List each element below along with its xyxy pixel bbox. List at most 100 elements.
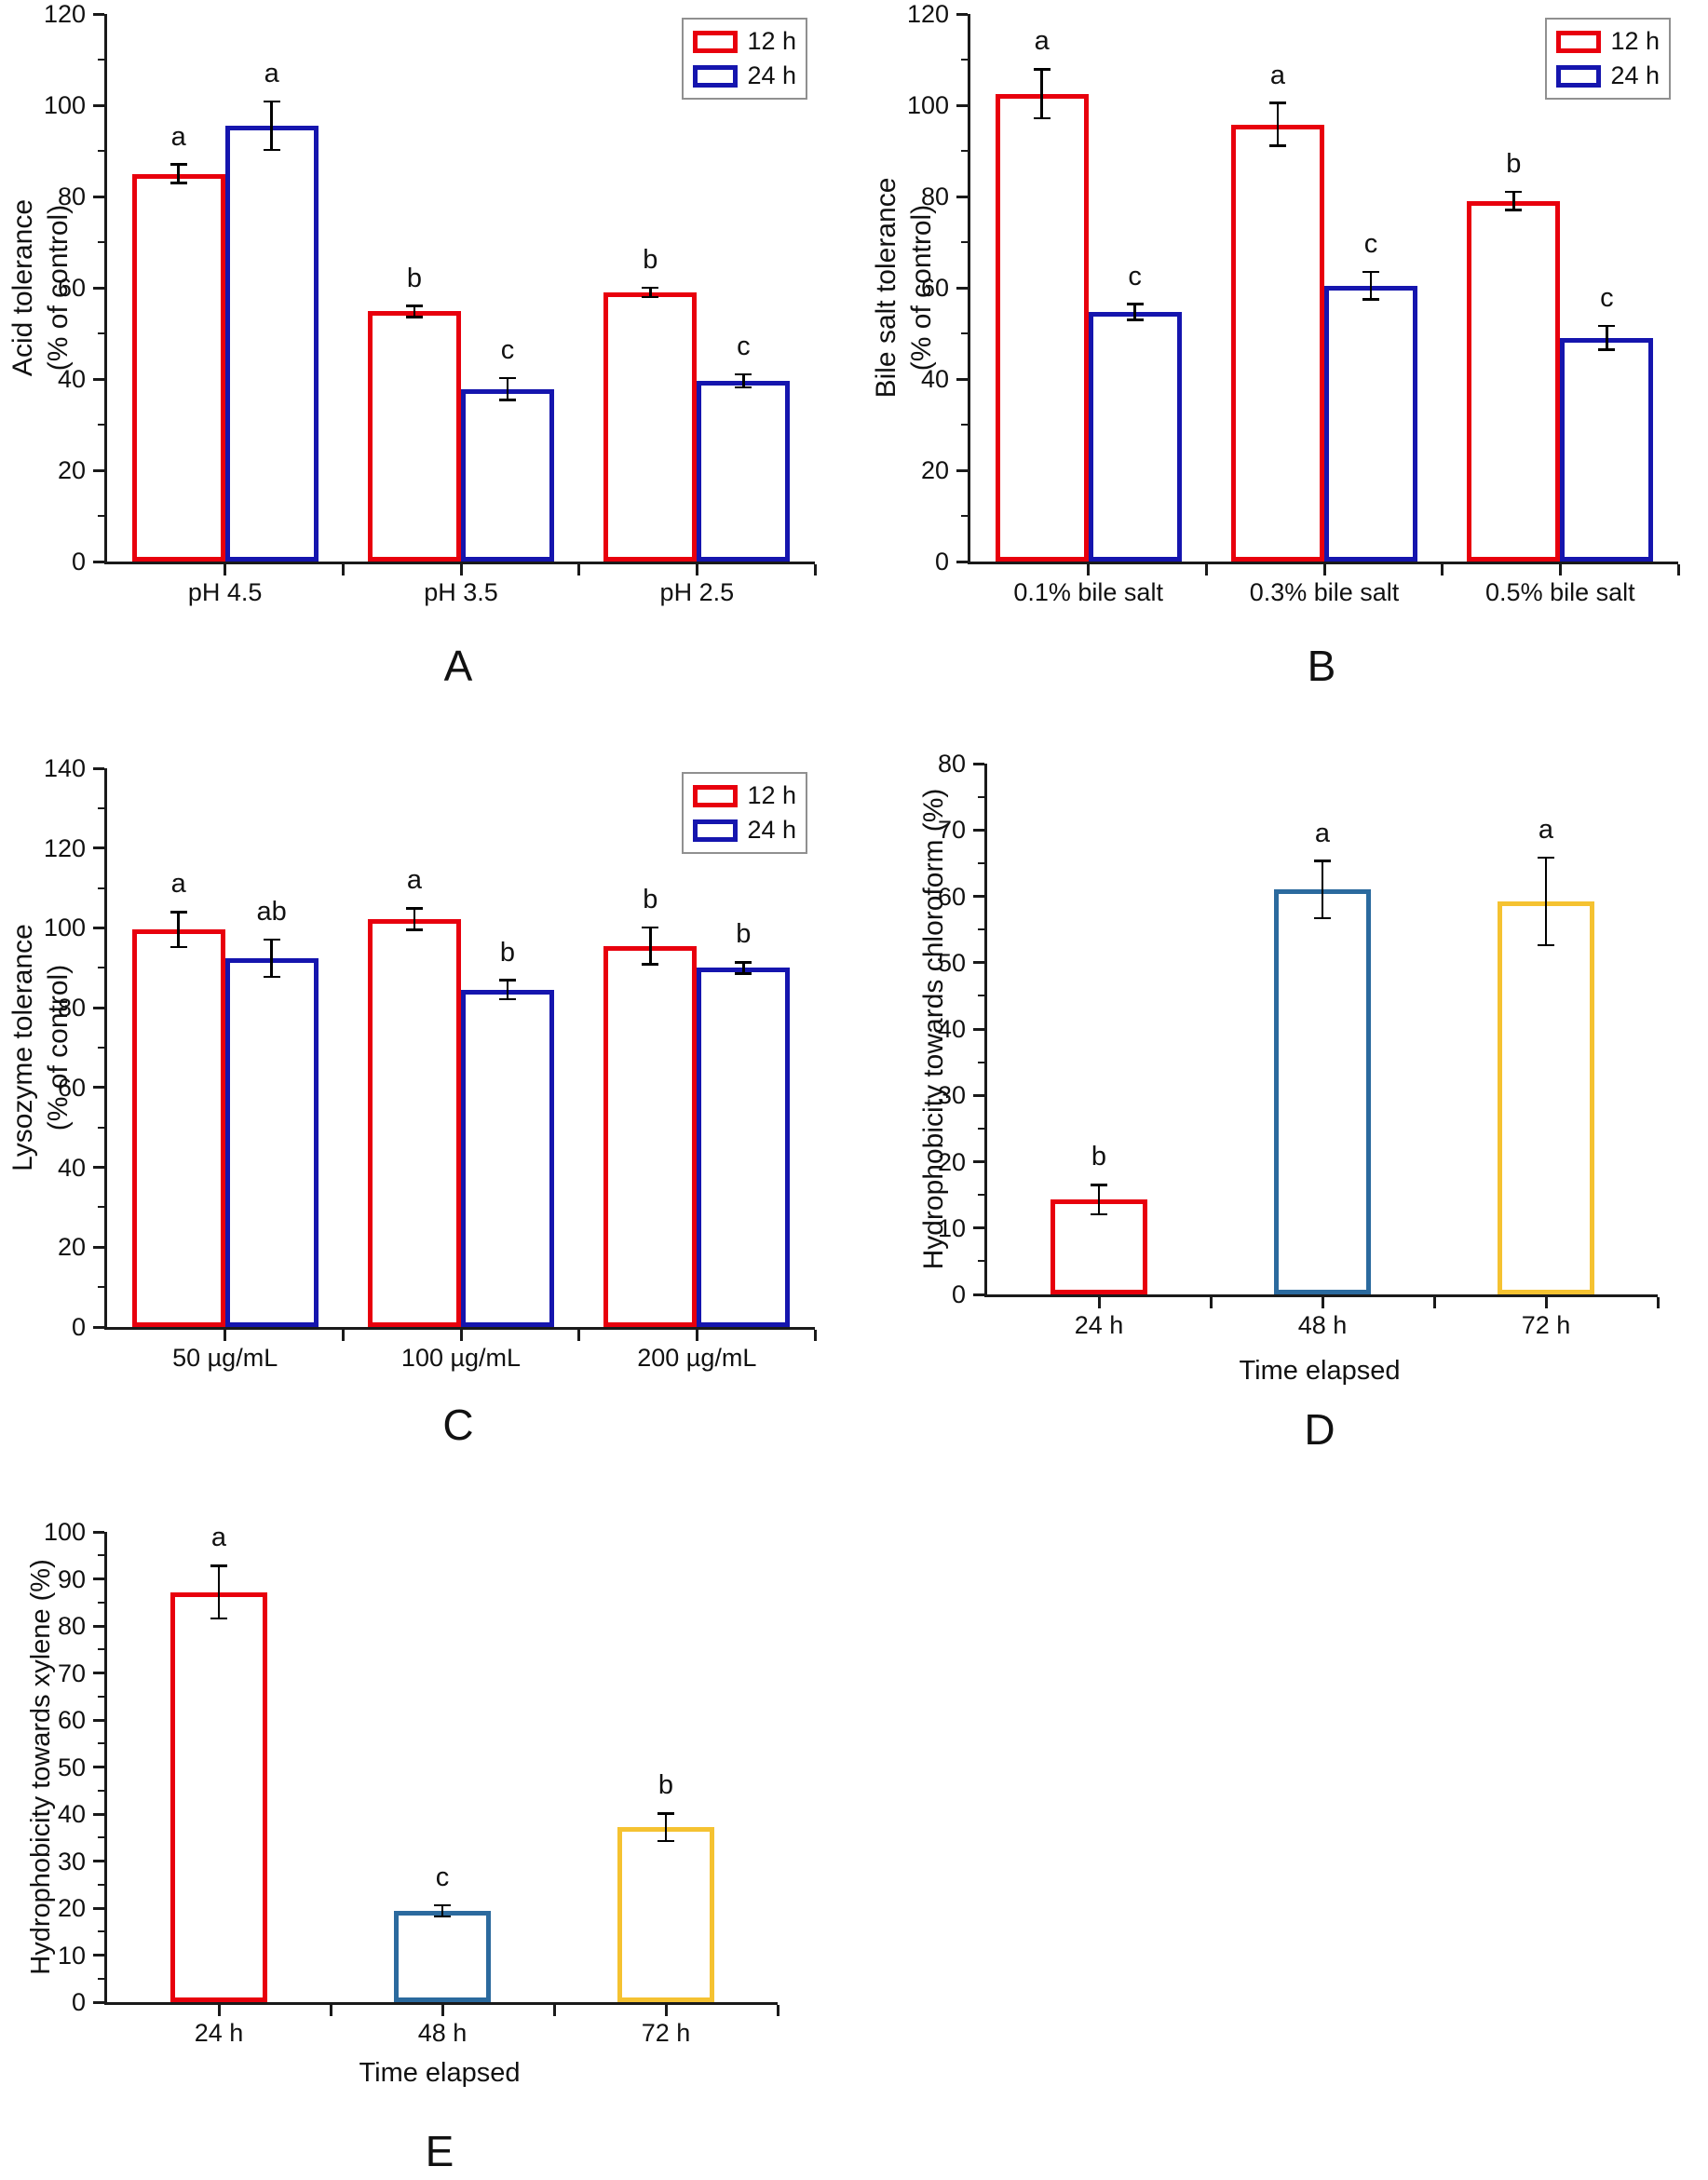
y-tick-label: 0	[951, 1280, 966, 1308]
error-bar-line	[1276, 102, 1280, 146]
sig-letter: a	[264, 59, 279, 89]
x-boundary-tick	[1676, 564, 1680, 575]
y-tick-label: 50	[937, 948, 966, 977]
plot-area-B: 0 20 40 60 80 100 120 0.1% bile salt 0.3% bile s…	[907, 0, 1680, 606]
error-bar-cap-bottom	[642, 963, 659, 966]
error-bar-cap-bottom	[1314, 916, 1331, 920]
error-bar-cap-top	[1091, 1184, 1107, 1186]
y-minor-tick	[98, 241, 104, 243]
panel-letter-A: A	[443, 642, 473, 690]
error-bar-cap-top	[1538, 856, 1554, 860]
y-tick-label: 0	[71, 548, 86, 575]
y-minor-tick	[978, 928, 984, 931]
y-minor-tick	[98, 1695, 104, 1698]
y-major-tick	[973, 828, 984, 832]
error-bar-cap-bottom	[169, 945, 187, 949]
y-major-tick	[93, 846, 104, 850]
sig-letter: c	[1600, 283, 1614, 314]
y-major-tick	[93, 1624, 104, 1628]
x-center-tick	[664, 2005, 668, 2016]
error-bar-cap-top	[499, 376, 516, 380]
error-bar-cap-top	[499, 979, 516, 982]
error-bar-line	[742, 962, 745, 974]
x-boundary-tick	[1209, 1297, 1213, 1308]
x-center-tick	[1544, 1297, 1548, 1308]
x-boundary-tick	[341, 564, 345, 575]
legend-swatch	[693, 784, 739, 807]
x-tick-label: 72 h	[1521, 1311, 1571, 1339]
y-tick-label: 80	[57, 183, 86, 210]
y-minor-tick	[98, 1554, 104, 1557]
legend-swatch	[693, 30, 739, 53]
y-minor-tick	[98, 806, 104, 809]
panel-letter-B: B	[1307, 642, 1336, 690]
x-center-tick	[1558, 564, 1562, 575]
y-major-tick	[93, 1718, 104, 1722]
x-tick-label: 0.3% bile salt	[1249, 578, 1400, 606]
sig-letter: a	[210, 1523, 227, 1553]
y-major-tick	[93, 468, 104, 472]
error-bar-line	[441, 1904, 444, 1917]
bar	[603, 945, 698, 1327]
error-bar-cap-top	[1269, 102, 1286, 104]
y-minor-tick	[978, 1061, 984, 1063]
x-tick-label: 200 µg/mL	[637, 1344, 757, 1372]
x-tick-label: 100 µg/mL	[400, 1344, 522, 1372]
error-bar-cap-top	[735, 372, 752, 376]
y-major-tick	[93, 1766, 104, 1768]
x-boundary-tick	[341, 1330, 345, 1341]
error-bar-line	[664, 1813, 668, 1841]
error-bar-line	[1097, 1185, 1101, 1214]
error-bar-cap-bottom	[1033, 116, 1051, 120]
plot-area-E: 0 10 20 30 40 50 60 70 80 90 100 24 h 48 h 72 h a c b	[44, 1518, 779, 2047]
y-tick-label: 20	[920, 456, 949, 484]
x-center-tick	[695, 564, 698, 575]
error-bar-line	[649, 288, 652, 297]
sig-letter: a	[1034, 26, 1050, 57]
y-major-tick	[93, 1006, 104, 1009]
error-bar-cap-bottom	[1505, 209, 1523, 211]
y-minor-tick	[98, 59, 104, 61]
bar	[697, 968, 791, 1327]
sig-letter: a	[170, 121, 186, 152]
legend-item: 24 h	[1556, 61, 1660, 90]
error-bar-line	[1040, 69, 1043, 119]
error-bar-cap-top	[657, 1812, 674, 1815]
panel-letter-E: E	[425, 2127, 454, 2175]
y-minor-tick	[978, 795, 984, 798]
x-tick-label: pH 2.5	[659, 578, 735, 606]
y-major-tick	[93, 1325, 104, 1329]
sig-letter: c	[1128, 261, 1142, 291]
y-major-tick	[93, 1906, 104, 1910]
y-major-tick	[93, 12, 104, 16]
error-bar-cap-top	[1362, 270, 1379, 274]
bar	[603, 291, 698, 562]
bar	[995, 93, 1089, 562]
error-bar-cap-bottom	[1362, 298, 1379, 301]
y-tick-label: 20	[937, 1147, 966, 1176]
x-axis-title: Time elapsed	[359, 2058, 521, 2088]
error-bar-line	[1512, 192, 1515, 210]
error-bar-cap-bottom	[1598, 348, 1616, 351]
bar	[1498, 901, 1594, 1294]
x-center-tick	[459, 564, 463, 575]
error-bar-line	[413, 305, 416, 318]
x-center-tick	[1322, 564, 1326, 575]
x-tick-label: 0.1% bile salt	[1013, 578, 1163, 606]
error-bar-cap-bottom	[169, 182, 187, 184]
y-major-tick	[956, 468, 968, 472]
x-boundary-tick	[577, 564, 581, 575]
y-tick-label: 40	[57, 1153, 86, 1182]
sig-letter: a	[1269, 60, 1286, 90]
legend-label: 24 h	[747, 61, 796, 89]
y-tick-label: 10	[57, 1941, 86, 1970]
error-bar-cap-bottom	[657, 1839, 674, 1843]
legend-swatch	[693, 64, 739, 88]
y-major-tick	[93, 1086, 104, 1090]
y-major-tick	[93, 1812, 104, 1816]
y-major-tick	[973, 961, 984, 965]
y-major-tick	[973, 1093, 984, 1097]
y-tick-label: 80	[57, 994, 86, 1022]
x-tick-label: 48 h	[1297, 1311, 1348, 1339]
plot-area-A: 0 20 40 60 80 100 120 pH 4.5 pH 3.5 pH 2.5 a b b a c c 1…	[44, 0, 817, 606]
